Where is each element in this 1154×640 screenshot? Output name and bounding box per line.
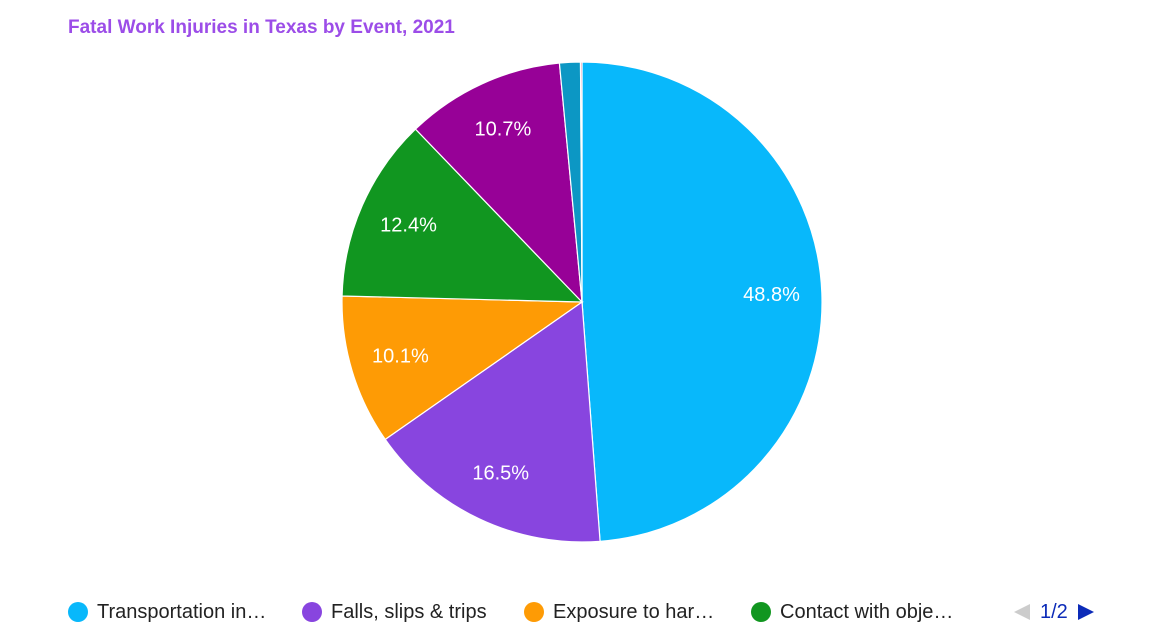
legend-page-indicator: 1/2 (1040, 600, 1068, 623)
pie-slice-label-3: 12.4% (380, 215, 437, 237)
legend-label: Falls, slips & trips (331, 600, 487, 623)
pie-chart: 48.8% 16.5% 10.1% 12.4% 10.7% (341, 61, 823, 543)
pie-slice-label-4: 10.7% (475, 119, 532, 141)
pie-slice-label-0: 48.8% (743, 284, 800, 306)
pie-slice-label-1: 16.5% (472, 462, 529, 484)
pie-slice-2[interactable] (341, 295, 584, 441)
legend-prev-button[interactable] (1010, 600, 1034, 624)
triangle-left-icon (1014, 604, 1030, 620)
chart-title: Fatal Work Injuries in Texas by Event, 2… (68, 17, 455, 38)
legend-swatch (751, 602, 771, 622)
legend-next-button[interactable] (1074, 600, 1098, 624)
legend-label: Contact with obje… (780, 600, 954, 623)
pie-slice-4[interactable] (414, 62, 583, 304)
triangle-right-icon (1077, 604, 1094, 620)
pie-slice-1[interactable] (384, 300, 601, 543)
legend-pager: 1/2 (1010, 596, 1098, 628)
legend-swatch (68, 602, 88, 622)
legend-swatch (524, 602, 544, 622)
legend-item-contact[interactable]: Contact with obje… (751, 596, 953, 628)
pie-slice-3[interactable] (341, 128, 584, 303)
legend: Transportation in… Falls, slips & trips … (0, 596, 1154, 628)
pie-slice-label-2: 10.1% (372, 346, 429, 368)
legend-label: Transportation in… (97, 600, 267, 623)
legend-swatch (302, 602, 322, 622)
pie-slice-6[interactable] (579, 61, 583, 303)
pie-slice-0[interactable] (581, 61, 823, 542)
legend-item-exposure[interactable]: Exposure to har… (524, 596, 714, 628)
legend-item-transportation[interactable]: Transportation in… (68, 596, 266, 628)
legend-label: Exposure to har… (553, 600, 715, 623)
legend-item-falls[interactable]: Falls, slips & trips (302, 596, 487, 628)
